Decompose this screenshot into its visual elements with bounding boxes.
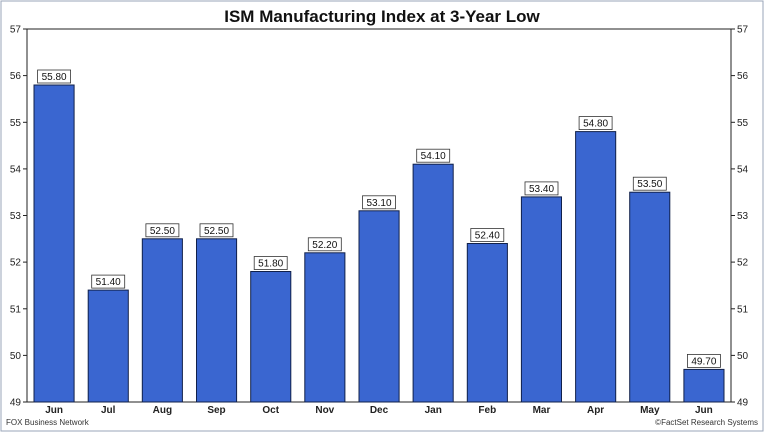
data-label: 52.20: [312, 240, 337, 251]
axes-layer: Jun Jul Aug Sep Oct Nov Dec Jan Feb Mar Apr May Jun 4…: [10, 25, 749, 417]
data-label-box: [416, 148, 451, 163]
data-label-box: [145, 223, 180, 238]
data-label-box: [307, 237, 342, 252]
data-label: 49.70: [691, 356, 716, 367]
y-tick-label-left: 55: [10, 118, 22, 129]
x-tick-label: Nov: [315, 405, 334, 416]
data-label-box: [199, 223, 234, 238]
y-tick-label-right: 56: [737, 71, 749, 82]
bar-dec-6: [358, 210, 400, 403]
source-right-text: ©FactSet Research Systems: [655, 418, 758, 427]
x-tick-label: Jun: [695, 405, 713, 416]
data-label: 52.50: [150, 226, 175, 237]
x-tick-label: Apr: [587, 405, 604, 416]
x-tick-label: Jun: [45, 405, 63, 416]
y-tick-label-left: 49: [10, 398, 22, 409]
bar-jun-12: [683, 368, 725, 403]
y-tick-label-left: 53: [10, 211, 22, 222]
data-label: 52.40: [475, 231, 500, 242]
bar-nov-5: [304, 252, 346, 403]
data-label: 54.80: [583, 119, 608, 130]
data-label-box: [687, 353, 721, 368]
data-label-box: [37, 69, 71, 84]
bar-oct-4: [250, 271, 292, 403]
data-label: 54.10: [421, 151, 446, 162]
y-tick-label-right: 55: [737, 118, 749, 129]
data-label: 53.40: [529, 184, 554, 195]
y-tick-label-left: 54: [10, 164, 22, 175]
bar-aug-2: [141, 238, 183, 403]
y-tick-label-right: 49: [737, 398, 749, 409]
x-tick-label: Sep: [207, 405, 225, 416]
x-tick-label: Aug: [153, 405, 172, 416]
x-tick-label: Mar: [533, 405, 551, 416]
data-label-box: [253, 256, 288, 270]
y-tick-label-left: 51: [10, 304, 22, 315]
bar-jun-0: [33, 84, 75, 403]
y-tick-label-right: 51: [737, 304, 749, 315]
data-label-box: [524, 181, 559, 196]
data-labels-layer: 55.80 51.40 52.50 52.50 51.80 52.20 53.10 54.10…: [37, 69, 721, 368]
chart-title: ISM Manufacturing Index at 3-Year Low: [224, 7, 540, 26]
y-tick-label-left: 50: [10, 351, 22, 362]
bar-feb-8: [466, 243, 508, 403]
bar-jul-1: [87, 289, 129, 403]
data-label-box: [470, 228, 505, 242]
data-label: 52.50: [204, 226, 229, 237]
x-tick-label: Oct: [262, 405, 279, 416]
y-tick-label-right: 52: [737, 258, 749, 269]
bar-may-11: [629, 191, 671, 403]
data-label: 51.80: [258, 259, 283, 270]
y-tick-label-left: 52: [10, 258, 22, 269]
y-tick-label-left: 56: [10, 71, 22, 82]
bar-mar-9: [520, 196, 563, 403]
y-tick-label-left: 57: [10, 25, 22, 36]
data-label: 55.80: [42, 72, 67, 83]
y-tick-label-right: 50: [737, 351, 749, 362]
data-label-box: [578, 116, 613, 130]
bar-jan-7: [412, 163, 454, 403]
data-label-box: [362, 195, 396, 210]
source-left-text: FOX Business Network: [6, 418, 90, 427]
data-label-box: [91, 274, 126, 289]
bar-apr-10: [575, 131, 617, 403]
data-label: 53.50: [637, 179, 662, 190]
x-tick-label: Jan: [425, 405, 442, 416]
bars-layer: [33, 84, 725, 403]
y-tick-label-right: 57: [737, 25, 749, 36]
data-label: 53.10: [366, 198, 391, 209]
y-tick-label-right: 53: [737, 211, 749, 222]
y-tick-label-right: 54: [737, 164, 749, 175]
data-label: 51.40: [96, 277, 121, 288]
x-tick-label: Jul: [101, 405, 116, 416]
x-tick-label: Feb: [478, 405, 496, 416]
x-tick-label: Dec: [370, 405, 389, 416]
x-tick-label: May: [640, 405, 660, 416]
bar-sep-3: [196, 238, 238, 403]
data-label-box: [632, 176, 667, 191]
